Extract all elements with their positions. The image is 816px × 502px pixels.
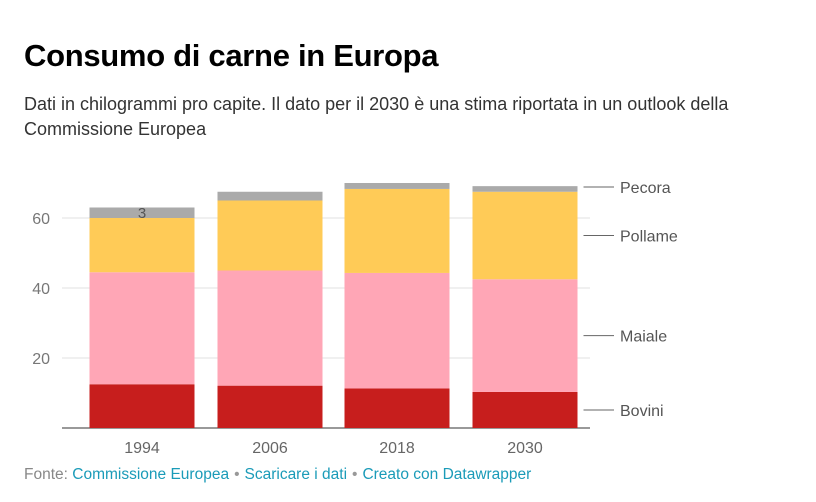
bar-segment-bovini-2006 [217, 385, 323, 428]
x-tick-label: 1994 [124, 440, 160, 457]
bar-segment-bovini-1994 [89, 384, 195, 428]
bar-segment-maiale-2018 [344, 272, 450, 389]
y-tick-label: 60 [32, 211, 50, 228]
bar-segment-pollame-1994 [89, 218, 195, 273]
x-tick-label: 2006 [252, 440, 288, 457]
series-label-pecora: Pecora [620, 180, 671, 197]
footer-separator: • [352, 466, 358, 483]
data-label: 3 [138, 205, 146, 222]
series-label-pollame: Pollame [620, 229, 678, 246]
bar-segment-bovini-2030 [472, 391, 578, 428]
footer-separator: • [234, 466, 240, 483]
bar-segment-pecora-2006 [217, 191, 323, 201]
source-link[interactable]: Commissione Europea [72, 466, 230, 483]
bar-segment-maiale-2030 [472, 279, 578, 392]
bar-segment-maiale-2006 [217, 270, 323, 386]
bars [89, 183, 578, 428]
chart-subtitle: Dati in chilogrammi pro capite. Il dato … [24, 94, 729, 139]
bar-segment-pollame-2018 [344, 188, 450, 273]
bar-segment-pecora-1994 [89, 207, 195, 218]
footer: Fonte: Commissione Europea • Scaricare i d… [24, 466, 531, 484]
x-tick-label: 2018 [379, 440, 415, 457]
series-label-maiale: Maiale [620, 329, 667, 346]
chart-title: Consumo di carne in Europa [24, 38, 439, 73]
bar-segment-bovini-2018 [344, 388, 450, 428]
labels: 20 40 60 1994 2006 2018 2030 3 Bovini Maiale Polla… [32, 180, 678, 457]
bar-segment-maiale-1994 [89, 272, 195, 385]
stacked-bar-chart: 20 40 60 1994 2006 2018 2030 3 Bovini Maiale Polla… [32, 180, 678, 457]
bar-segment-pecora-2018 [344, 183, 450, 189]
bar-segment-pollame-2030 [472, 191, 578, 280]
bar-segment-pecora-2030 [472, 186, 578, 192]
download-data-link[interactable]: Scaricare i dati [244, 466, 348, 483]
series-label-bovini: Bovini [620, 403, 664, 420]
y-tick-label: 20 [32, 351, 50, 368]
source-label: Fonte: [24, 466, 68, 483]
bar-segment-pollame-2006 [217, 200, 323, 271]
x-tick-label: 2030 [507, 440, 543, 457]
created-with-link[interactable]: Creato con Datawrapper [362, 466, 532, 483]
y-tick-label: 40 [32, 281, 50, 298]
